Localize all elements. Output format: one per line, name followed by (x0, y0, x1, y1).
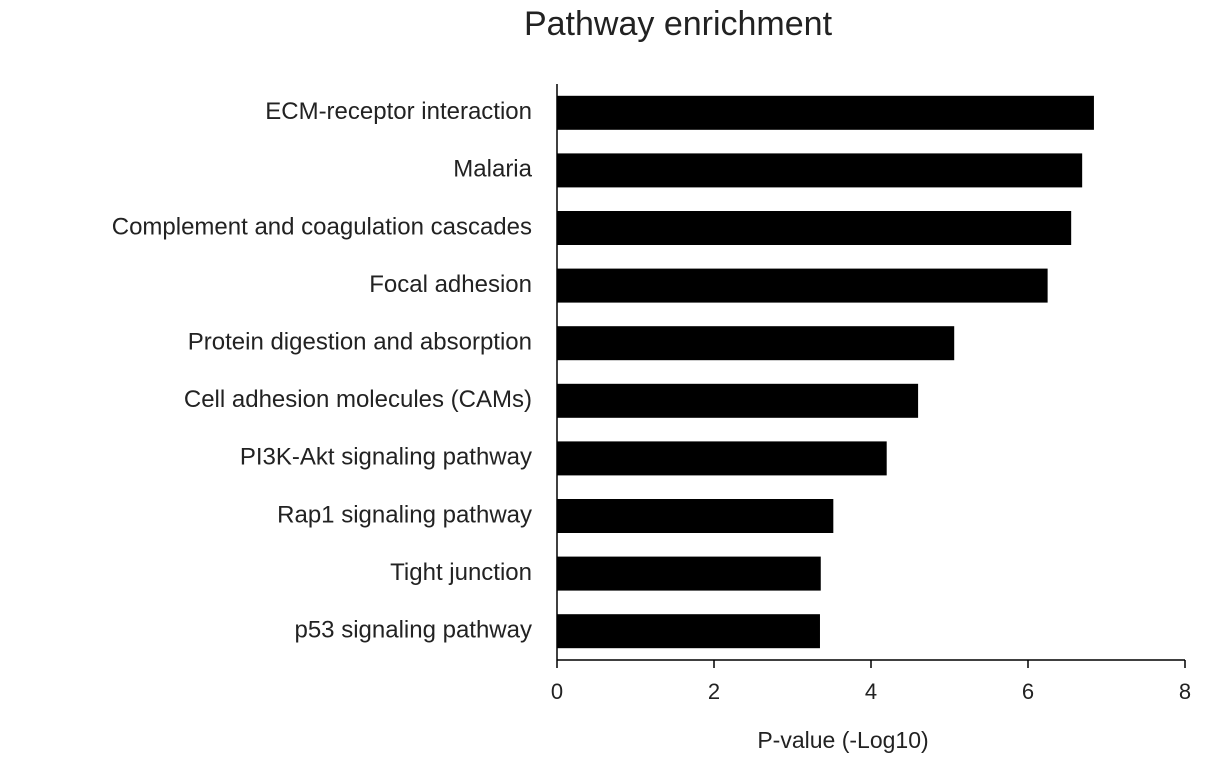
y-tick-label: p53 signaling pathway (294, 617, 532, 644)
bar (557, 268, 1048, 303)
y-tick-label: Cell adhesion molecules (CAMs) (184, 386, 532, 413)
bar (557, 499, 834, 533)
bar (557, 211, 1072, 245)
y-tick-label: Protein digestion and absorption (188, 329, 532, 356)
bar (557, 556, 821, 591)
bar (557, 383, 919, 418)
y-tick-label: Malaria (453, 156, 532, 183)
y-tick-label: Tight junction (390, 559, 532, 586)
y-tick-label: PI3K-Akt signaling pathway (240, 444, 532, 471)
y-tick-label: Complement and coagulation cascades (112, 213, 532, 240)
bar (557, 326, 955, 361)
bar (557, 95, 1094, 130)
bar (557, 441, 887, 476)
x-tick-label: 4 (865, 679, 877, 704)
bar (557, 614, 820, 649)
x-tick-label: 0 (551, 679, 563, 704)
x-tick-label: 6 (1022, 679, 1034, 704)
chart-title: Pathway enrichment (524, 5, 833, 43)
x-tick-label: 2 (708, 679, 720, 704)
y-tick-label: Focal adhesion (369, 271, 532, 298)
y-tick-label: ECM-receptor interaction (265, 98, 532, 125)
x-tick-label: 8 (1179, 679, 1191, 704)
y-tick-label: Rap1 signaling pathway (277, 501, 532, 528)
x-axis-title: P-value (-Log10) (757, 727, 928, 753)
bar (557, 153, 1083, 188)
